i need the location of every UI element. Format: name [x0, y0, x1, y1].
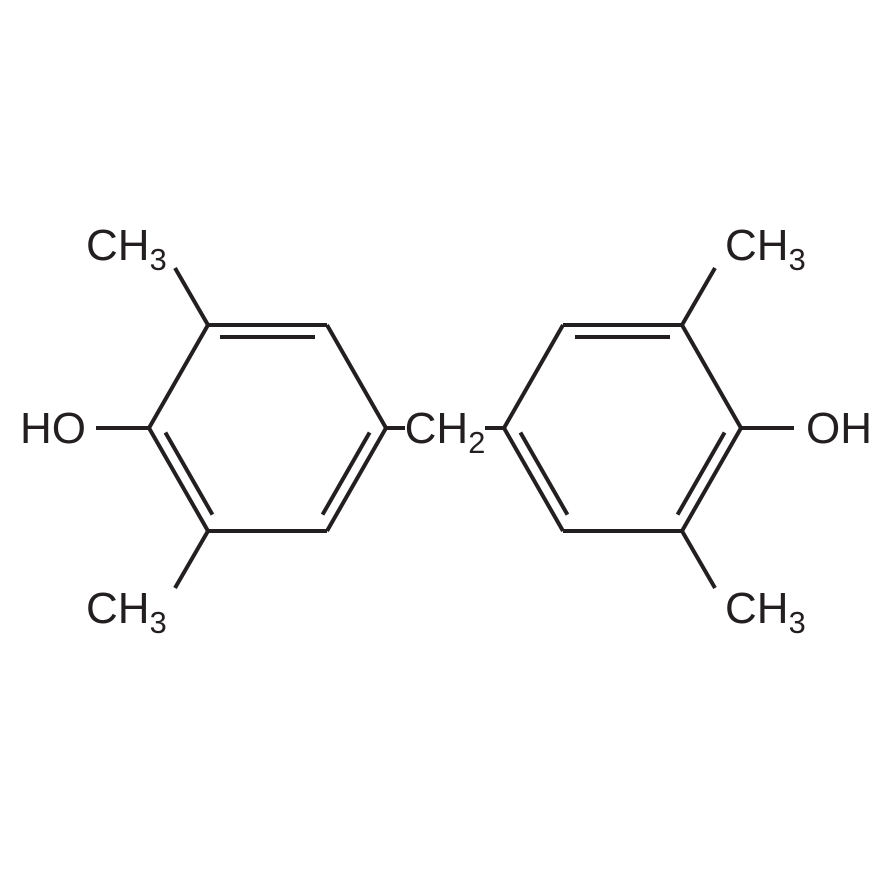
atom-label-r_oh: OH — [806, 404, 872, 453]
atom-label-l_oh: HO — [20, 404, 86, 453]
atom-label-bridge: CH2 — [405, 404, 486, 460]
atom-label-r_ch3b: CH3 — [725, 584, 806, 640]
atom-label-l_ch3b: CH3 — [86, 584, 167, 640]
atom-label-r_ch3t: CH3 — [725, 221, 806, 277]
labels-layer: HO CH3 CH3 CH2 CH3 OH CH3 — [20, 221, 872, 640]
atom-label-l_ch3t: CH3 — [86, 221, 167, 277]
chemical-structure: HO CH3 CH3 CH2 CH3 OH CH3 — [0, 0, 890, 890]
